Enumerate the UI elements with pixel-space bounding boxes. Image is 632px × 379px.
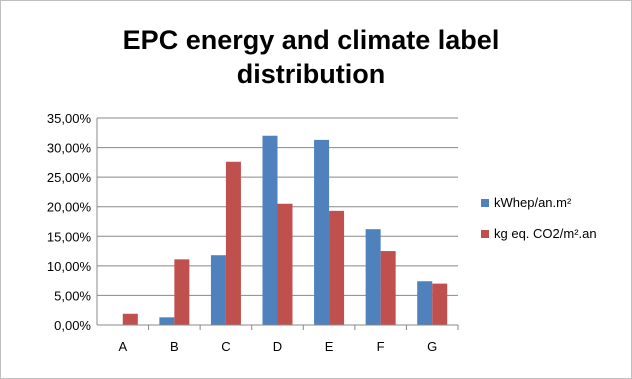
x-tick-label: B (170, 339, 179, 354)
y-tick-label: 30,00% (47, 141, 92, 156)
bar-energy-d (262, 135, 278, 325)
legend-swatch (481, 230, 489, 238)
bar-climate-a (122, 313, 138, 325)
bar-climate-d (277, 203, 293, 325)
x-tick-label: G (427, 339, 437, 354)
y-tick-label: 35,00% (47, 111, 92, 126)
bar-energy-b (159, 317, 175, 325)
bar-climate-b (174, 259, 190, 325)
x-tick-label: F (377, 339, 385, 354)
x-tick-label: C (221, 339, 230, 354)
bar-climate-f (380, 251, 396, 325)
y-tick-label: 0,00% (54, 318, 91, 333)
bar-climate-e (329, 210, 345, 325)
bar-energy-c (210, 255, 226, 325)
x-tick-label: A (118, 339, 127, 354)
chart-title: EPC energy and climate label distributio… (122, 25, 500, 89)
bar-climate-c (225, 161, 241, 325)
legend-label: kWhep/an.m² (494, 195, 572, 210)
x-tick-label: D (273, 339, 282, 354)
bar-energy-g (417, 281, 433, 325)
y-tick-label: 10,00% (47, 259, 92, 274)
y-tick-label: 25,00% (47, 170, 92, 185)
bar-energy-e (314, 139, 330, 325)
x-tick-label: E (325, 339, 334, 354)
y-tick-label: 20,00% (47, 200, 92, 215)
legend-label: kg eq. CO2/m².an (494, 226, 597, 241)
y-tick-label: 5,00% (54, 288, 91, 303)
bar-climate-g (432, 283, 448, 325)
bar-energy-f (365, 229, 381, 325)
legend-swatch (481, 199, 489, 207)
y-tick-label: 15,00% (47, 229, 92, 244)
